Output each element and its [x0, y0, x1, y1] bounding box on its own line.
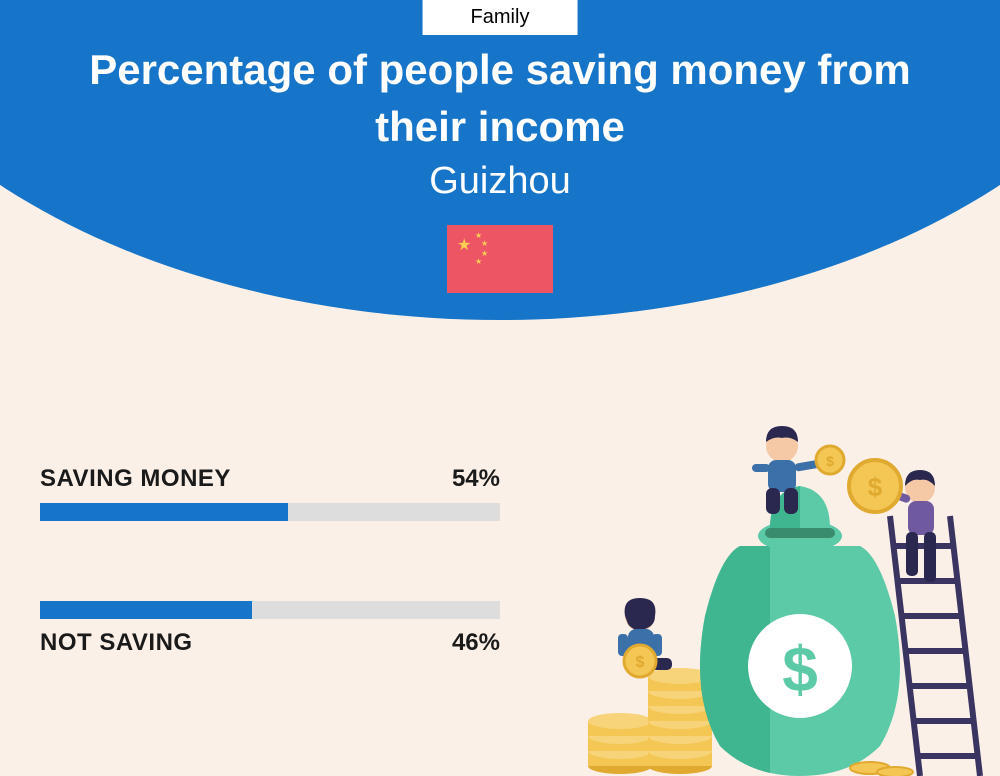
- bar-fill: [40, 503, 288, 521]
- loose-coins-icon: [850, 762, 913, 776]
- flag-star-icon: ★: [481, 239, 488, 248]
- person-left-icon: $: [618, 598, 672, 677]
- bar-track: [40, 601, 500, 619]
- page-title: Percentage of people saving money from t…: [50, 42, 950, 155]
- person-top-icon: $: [752, 426, 844, 514]
- coin-stack-icon: [588, 668, 712, 774]
- bar-label: NOT SAVING: [40, 629, 193, 657]
- bar-not-saving: NOT SAVING 46%: [40, 601, 500, 657]
- bar-value: 54%: [452, 465, 500, 493]
- page-subtitle: Guizhou: [429, 160, 571, 203]
- bar-fill: [40, 601, 252, 619]
- bars-container: SAVING MONEY 54% NOT SAVING 46%: [40, 465, 500, 737]
- bar-label: SAVING MONEY: [40, 465, 231, 493]
- bar-value: 46%: [452, 629, 500, 657]
- svg-text:$: $: [782, 633, 818, 705]
- bar-saving-money: SAVING MONEY 54%: [40, 465, 500, 521]
- bar-track: [40, 503, 500, 521]
- svg-text:$: $: [826, 453, 834, 469]
- svg-text:$: $: [636, 654, 645, 671]
- flag-star-icon: ★: [475, 257, 482, 266]
- china-flag-icon: ★ ★ ★ ★ ★: [447, 225, 553, 293]
- money-saving-illustration: $ $ $: [570, 416, 990, 776]
- svg-text:$: $: [868, 472, 883, 502]
- money-bag-icon: $: [700, 486, 900, 776]
- category-tag: Family: [423, 0, 578, 35]
- flag-star-icon: ★: [457, 235, 471, 255]
